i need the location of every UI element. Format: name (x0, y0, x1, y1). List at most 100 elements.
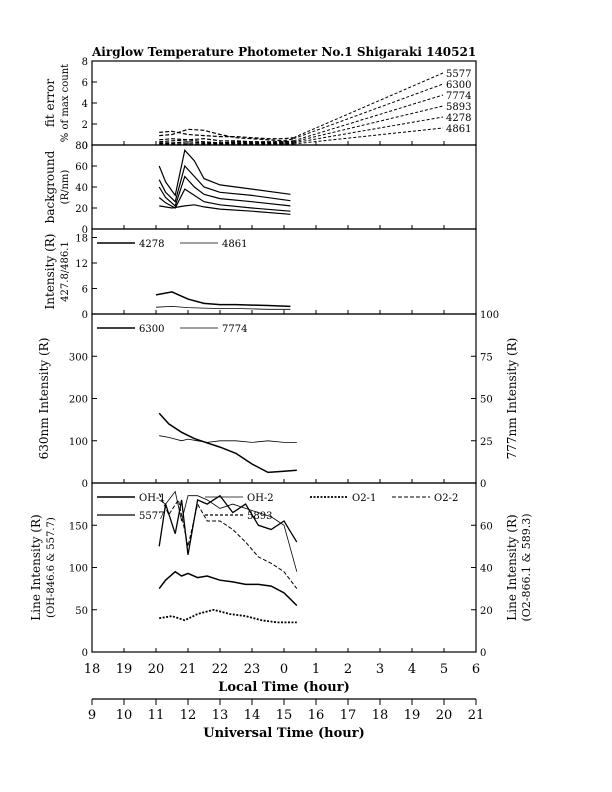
y-tick-label-right: 75 (480, 352, 493, 363)
panel-red-lines: 0 100 200 300 0 25 50 75 100 630nm Intensity (R) 7… (37, 310, 519, 490)
series-line-bg-2 (158, 164, 291, 203)
legend-leader (293, 83, 444, 140)
x-tick-label-local: 0 (280, 662, 288, 677)
legend-label-4278: 4278 (446, 113, 471, 124)
series-line-5577 (158, 494, 298, 555)
x-axis-label-universal: Universal Time (hour) (203, 726, 365, 741)
y-tick-label-left: 150 (69, 521, 88, 532)
series-line-7774 (159, 435, 297, 443)
x-tick-label-universal: 10 (116, 708, 133, 723)
panel-frame (91, 144, 477, 230)
series-line-6300 (159, 128, 294, 142)
x-axis-label-local: Local Time (hour) (218, 680, 350, 695)
y-tick-label-left: 18 (75, 234, 88, 245)
y-tick-label-left: 0 (82, 648, 88, 659)
x-tick-label-local: 3 (376, 662, 384, 677)
x-tick-label-universal: 20 (436, 708, 453, 723)
y-tick-label-left: 0 (82, 479, 88, 490)
legend-label-6300: 6300 (446, 80, 471, 91)
y-tick-label-left: 0 (82, 310, 88, 321)
legend-label-4278: 4278 (139, 239, 164, 250)
y-axis-label: Intensity (R) (43, 234, 57, 310)
y-tick-label-right: 40 (480, 564, 493, 575)
y-tick-label-left: 200 (69, 395, 88, 406)
panel-blue-lines: 0 6 12 18 Intensity (R) 427.8/486.1 4278 4861 (43, 228, 477, 321)
y-axis-label: % of max count (60, 64, 71, 142)
x-tick-label-local: 4 (408, 662, 416, 677)
series-line-4278 (159, 141, 294, 144)
y-axis-label-right: Line Intensity (R) (505, 514, 519, 620)
legend-label-O2-1: O2-1 (352, 493, 376, 504)
chart-title: Airglow Temperature Photometer No.1 Shig… (91, 45, 476, 59)
y-tick-label-right: 20 (480, 606, 493, 617)
y-axis-label: 427.8/486.1 (60, 241, 71, 302)
series-line-bg-1 (158, 149, 291, 197)
y-axis-label: (R/nm) (60, 170, 71, 205)
y-tick-label-left: 0 (82, 141, 88, 152)
panel-background: 0 20 40 60 80 background (R/nm) (43, 141, 477, 236)
y-axis-label-left: 630nm Intensity (R) (37, 338, 51, 460)
y-tick-label-left: 100 (69, 564, 88, 575)
series-line-O2-2 (158, 493, 298, 589)
y-axis-label-left: (OH-846.6 & 557.7) (46, 517, 57, 618)
y-tick-label-right: 0 (480, 479, 486, 490)
x-tick-label-local: 21 (180, 662, 197, 677)
legend-leader (293, 94, 444, 142)
x-tick-label-universal: 17 (340, 708, 357, 723)
legend-label-5577: 5577 (139, 511, 164, 522)
y-axis-label: fit error (43, 79, 57, 127)
y-tick-label-left: 6 (82, 78, 88, 89)
y-tick-label-left: 80 (75, 141, 88, 152)
y-tick-label-left: 4 (82, 99, 88, 110)
panel-line-intensity: 0 50 100 150 0 20 40 60 Line Intensity (R) (OH-84… (29, 482, 533, 659)
legend-leader (293, 116, 444, 144)
legend-leader (293, 72, 444, 139)
series-line-6300 (158, 412, 297, 474)
x-tick-label-local: 19 (116, 662, 133, 677)
series-line-5893 (159, 138, 294, 143)
y-tick-label-left: 50 (75, 606, 88, 617)
x-tick-label-local: 1 (312, 662, 320, 677)
panel-frame (91, 482, 477, 653)
x-tick-label-universal: 18 (372, 708, 389, 723)
legend-leader (293, 105, 444, 143)
y-axis-label-right: (O2-866.1 & 589.3) (520, 513, 533, 621)
series-line-OH-2 (158, 490, 298, 572)
y-tick-label-right: 0 (480, 648, 486, 659)
y-tick-label-left: 6 (82, 285, 88, 296)
series-line-4278 (155, 291, 291, 308)
y-tick-label-left: 20 (75, 204, 88, 215)
y-axis-label: background (43, 150, 57, 223)
legend-label-5893: 5893 (247, 511, 272, 522)
series-line-bg-3 (158, 175, 291, 207)
panel-fit-error: 0 2 4 6 8 fit error% of max count 557763007774… (43, 57, 477, 152)
legend-leader (293, 127, 444, 145)
y-tick-label-left: 100 (69, 437, 88, 448)
legend-label-7774: 7774 (222, 324, 247, 335)
x-tick-label-local: 5 (440, 662, 448, 677)
legend-label-4861: 4861 (446, 124, 471, 135)
series-line-O2-1 (159, 608, 297, 624)
x-tick-label-universal: 9 (88, 708, 96, 723)
x-tick-label-local: 22 (212, 662, 229, 677)
y-tick-label-left: 2 (82, 120, 88, 131)
y-tick-label-left: 0 (82, 225, 88, 236)
series-line-bg-4 (158, 188, 291, 212)
y-tick-label-right: 50 (480, 395, 493, 406)
series-line-bg-5 (159, 204, 291, 215)
series-line-4861 (155, 305, 291, 310)
legend-label-OH-2: OH-2 (247, 493, 274, 504)
y-tick-label-left: 60 (75, 162, 88, 173)
x-tick-label-local: 6 (472, 662, 480, 677)
x-tick-label-local: 23 (244, 662, 261, 677)
y-tick-label-left: 300 (69, 352, 88, 363)
y-tick-label-right: 60 (480, 521, 493, 532)
legend-label-7774: 7774 (446, 91, 471, 102)
y-tick-label-right: 100 (480, 310, 499, 321)
x-tick-label-universal: 11 (148, 708, 165, 723)
legend-label-5893: 5893 (446, 102, 471, 113)
x-tick-label-universal: 21 (468, 708, 485, 723)
